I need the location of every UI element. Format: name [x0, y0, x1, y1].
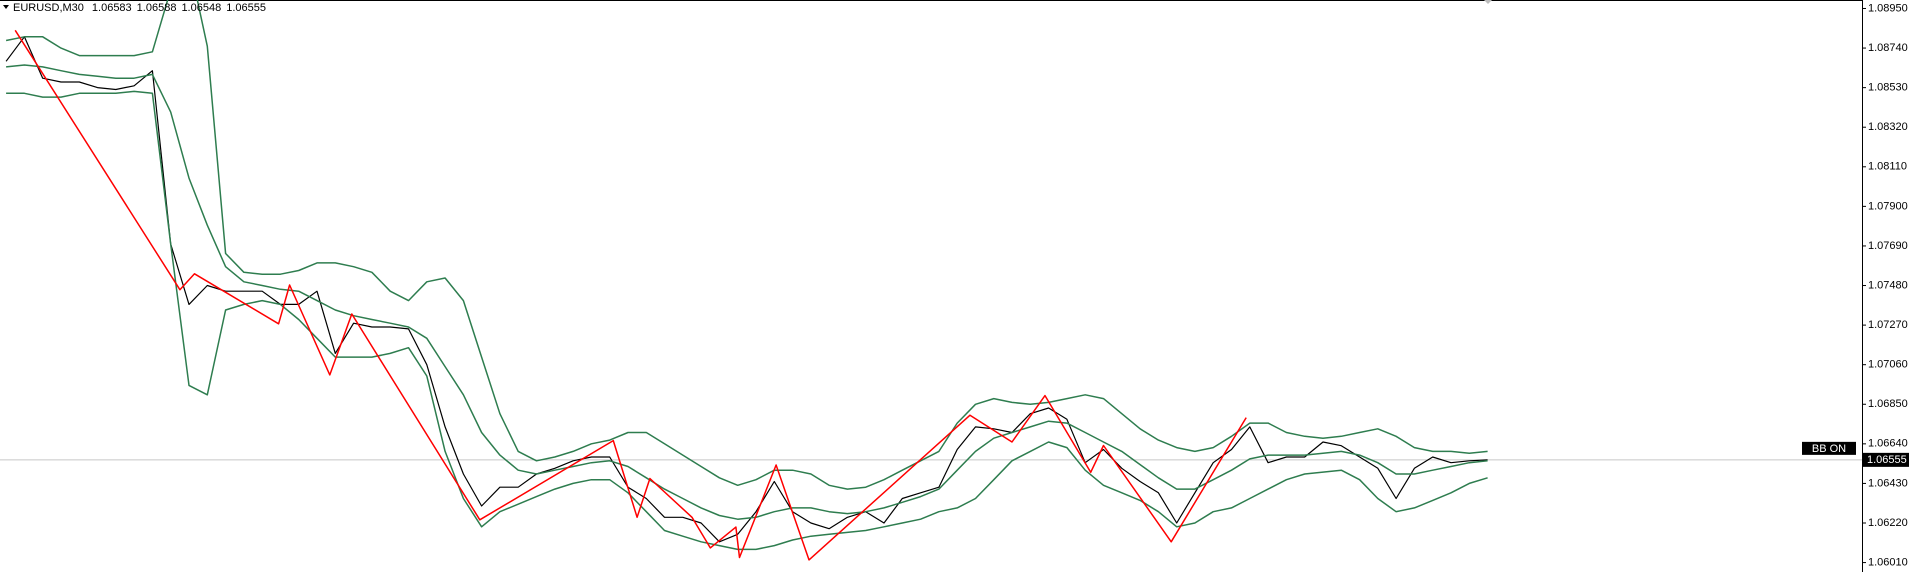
y-tick-label: 1.08110	[1868, 161, 1907, 173]
y-tick-label: 1.07270	[1868, 319, 1908, 331]
zigzag-line	[14, 29, 1247, 561]
shift-marker	[1484, 0, 1492, 4]
y-tick-label: 1.08740	[1868, 42, 1908, 54]
overlay: EURUSD,M30 1.06583 1.06588 1.06548 1.06555 1…	[3, 0, 1909, 568]
y-tick-label: 1.08320	[1868, 121, 1908, 133]
header-value: 1.06548	[181, 2, 221, 14]
header-value: 1.06555	[226, 2, 266, 14]
y-tick-label: 1.07690	[1868, 240, 1908, 252]
y-tick-label: 1.08530	[1868, 82, 1908, 94]
y-tick-label: 1.07060	[1868, 359, 1908, 371]
y-tick-label: 1.06220	[1868, 517, 1908, 529]
bollinger-band	[6, 90, 1488, 551]
bollinger-band	[5, 0, 1488, 490]
y-tick-label: 1.06850	[1868, 398, 1908, 410]
price-line	[5, 36, 1488, 543]
y-tick-label: 1.07480	[1868, 279, 1908, 291]
y-tick-label: 1.06430	[1868, 477, 1908, 489]
menu-triangle[interactable]	[3, 5, 9, 9]
y-tick-label: 1.06010	[1868, 556, 1908, 568]
y-tick-label: 1.08950	[1868, 2, 1908, 14]
y-tick-label: 1.06640	[1868, 438, 1908, 450]
symbol-title: EURUSD,M30	[13, 2, 84, 14]
current-price-badge	[1863, 452, 1909, 467]
indicator-label: BB ON	[1812, 443, 1846, 455]
header-value: 1.06588	[137, 2, 177, 14]
header-value: 1.06583	[92, 2, 132, 14]
current-price-label: 1.06555	[1867, 454, 1907, 466]
bollinger-band	[6, 64, 1488, 520]
plot-area	[0, 0, 1862, 561]
indicator-badge	[1802, 441, 1856, 455]
y-tick-label: 1.07900	[1868, 200, 1908, 212]
